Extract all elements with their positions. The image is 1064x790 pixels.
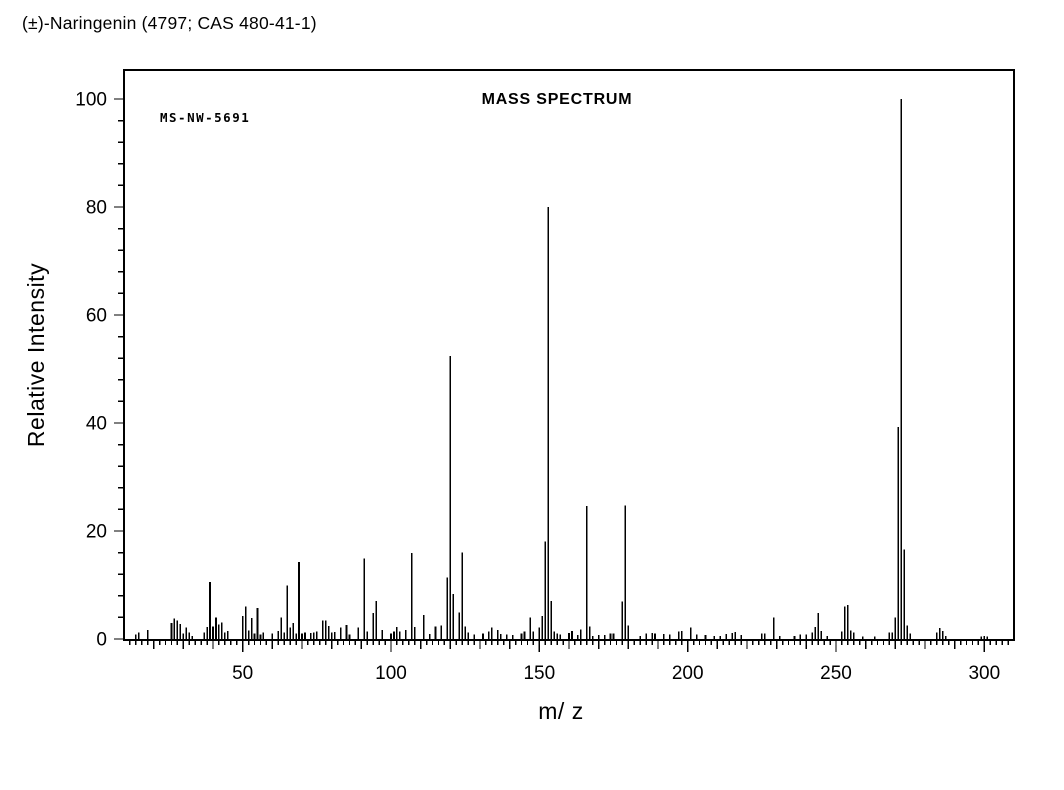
y-tick-label: 100 bbox=[75, 90, 107, 111]
compound-title: (±)-Naringenin (4797; CAS 480-41-1) bbox=[22, 13, 317, 33]
x-tick-label: 300 bbox=[968, 663, 1000, 684]
y-axis-title: Relative Intensity bbox=[23, 263, 49, 447]
y-tick-label: 20 bbox=[86, 522, 107, 543]
x-axis-title: m/ z bbox=[538, 698, 583, 724]
x-tick-label: 100 bbox=[375, 663, 407, 684]
y-tick-label: 80 bbox=[86, 198, 107, 219]
y-tick-label: 40 bbox=[86, 414, 107, 435]
x-tick-label: 200 bbox=[672, 663, 704, 684]
x-tick-label: 50 bbox=[232, 663, 253, 684]
spectrum-id-label: MS-NW-5691 bbox=[160, 110, 250, 125]
chart-title: MASS SPECTRUM bbox=[482, 91, 633, 108]
x-tick-label: 150 bbox=[523, 663, 555, 684]
y-tick-label: 0 bbox=[96, 630, 107, 651]
x-tick-label: 250 bbox=[820, 663, 852, 684]
y-tick-label: 60 bbox=[86, 306, 107, 327]
plot-frame bbox=[123, 69, 1015, 641]
